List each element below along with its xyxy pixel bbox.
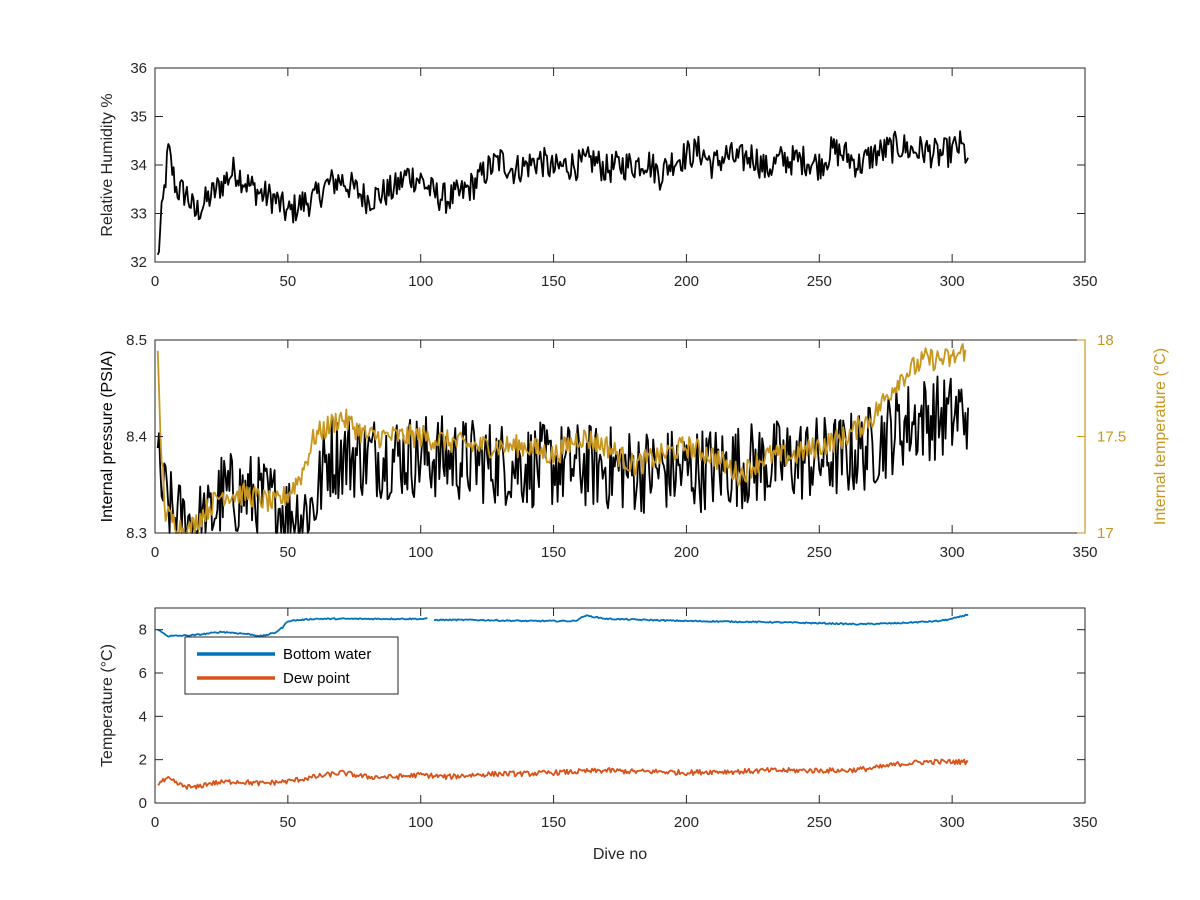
x-tick-label: 100 [408,273,433,290]
x-tick-label: 350 [1072,814,1097,831]
x-tick-label: 250 [807,273,832,290]
y-tick-label: 8.4 [126,429,147,446]
x-axis-label: Dive no [593,846,647,863]
series-line-panel2-1 [156,375,969,534]
y-axis-label-right: Internal temperature (°C) [1152,348,1169,525]
x-tick-label: 250 [807,814,832,831]
y-tick-label: 8.3 [126,525,147,542]
x-tick-label: 300 [940,814,965,831]
series-line-bottom-water [157,613,969,638]
y-tick-label: 6 [139,665,147,682]
legend: Bottom water Dew point [184,636,399,695]
y-tick-label: 4 [139,708,147,725]
x-tick-label: 150 [541,814,566,831]
y-axis-label: Relative Humidity % [99,93,116,236]
x-tick-label: 50 [280,814,297,831]
y-tick-label: 0 [139,795,147,812]
x-tick-label: 0 [151,273,159,290]
x-tick-label: 350 [1072,273,1097,290]
axes-frame [154,607,1086,804]
x-tick-label: 50 [280,273,297,290]
y-tick-label: 32 [130,254,147,271]
chart-panel-3: 0 50 100 150 200 250 300 350 0 2 4 6 8 Temperature (°… [99,607,1098,863]
x-tick-label: 150 [541,273,566,290]
y-tick-label: 34 [130,157,147,174]
x-tick-label: 50 [280,544,297,561]
legend-entry: Dew point [283,670,351,687]
chart-panel-2: 0 50 100 150 200 250 300 350 8.3 8.4 8.5 17 17.5 18 In… [99,332,1169,561]
legend-entry: Bottom water [283,646,371,663]
y-tick-label: 35 [130,109,147,126]
chart-panel-1: 0 50 100 150 200 250 300 350 32 33 34 35 36 Relative … [99,60,1098,290]
series-line-dew-point [157,758,969,790]
x-tick-label: 100 [408,544,433,561]
series-line-panel2-2 [156,343,967,534]
x-tick-label: 300 [940,273,965,290]
x-tick-label: 0 [151,544,159,561]
x-tick-label: 350 [1072,544,1097,561]
x-tick-label: 100 [408,814,433,831]
legend-box [184,636,399,695]
x-tick-label: 250 [807,544,832,561]
series-line-panel1-1 [156,130,969,256]
x-tick-label: 300 [940,544,965,561]
y-right-tick-label: 17.5 [1097,429,1126,446]
x-tick-label: 0 [151,814,159,831]
y-tick-label: 8 [139,622,147,639]
x-tick-label: 150 [541,544,566,561]
y-right-tick-label: 17 [1097,525,1114,542]
y-axis-label: Temperature (°C) [99,644,116,767]
y-tick-label: 33 [130,206,147,223]
x-tick-label: 200 [674,814,699,831]
y-tick-label: 2 [139,752,147,769]
y-right-tick-label: 18 [1097,332,1114,349]
y-tick-label: 8.5 [126,332,147,349]
y-axis-label: Internal pressure (PSIA) [99,351,116,523]
x-tick-label: 200 [674,544,699,561]
y-tick-label: 36 [130,60,147,77]
x-tick-label: 200 [674,273,699,290]
